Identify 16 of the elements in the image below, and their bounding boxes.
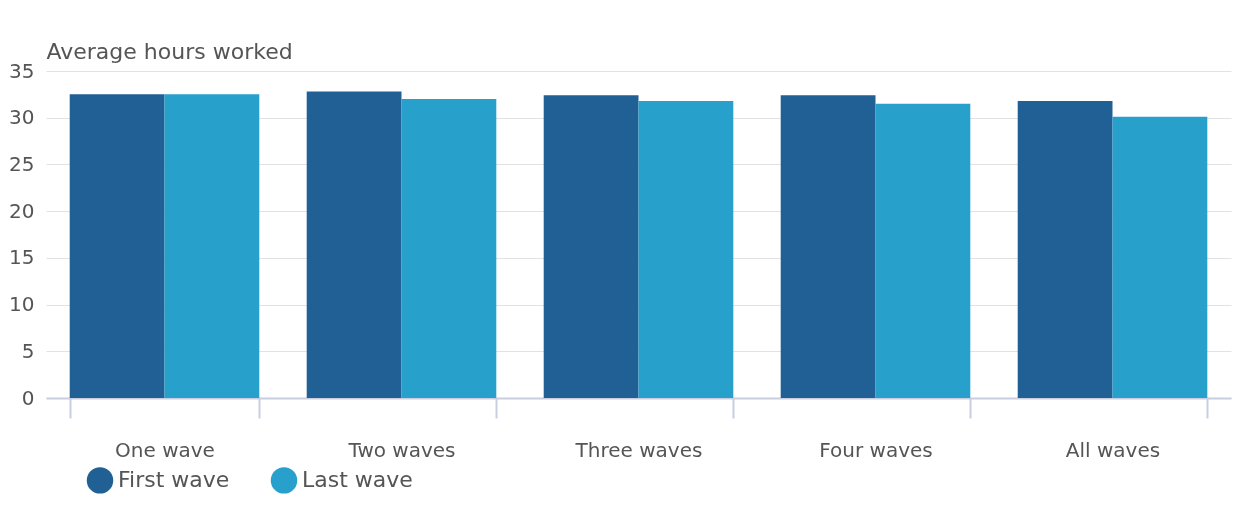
legend-label: First wave xyxy=(118,467,230,493)
x-tick-label: Three waves xyxy=(574,437,703,462)
y-tick-label: 5 xyxy=(21,338,35,363)
y-tick-label: 0 xyxy=(21,385,35,410)
y-tick-label: 35 xyxy=(9,58,35,83)
y-tick-label: 30 xyxy=(9,105,35,130)
y-tick-label: 20 xyxy=(9,198,35,223)
y-axis-title: Average hours worked xyxy=(46,38,293,64)
x-tick-label: Two waves xyxy=(347,437,456,462)
x-tick-label: One wave xyxy=(115,437,215,462)
x-tick-label: All waves xyxy=(1065,437,1161,462)
y-tick-label: 25 xyxy=(9,151,35,176)
y-tick-label: 15 xyxy=(9,245,35,270)
legend-label: Last wave xyxy=(302,467,413,493)
x-tick-label: Four waves xyxy=(819,437,933,462)
y-tick-label: 10 xyxy=(9,292,35,317)
